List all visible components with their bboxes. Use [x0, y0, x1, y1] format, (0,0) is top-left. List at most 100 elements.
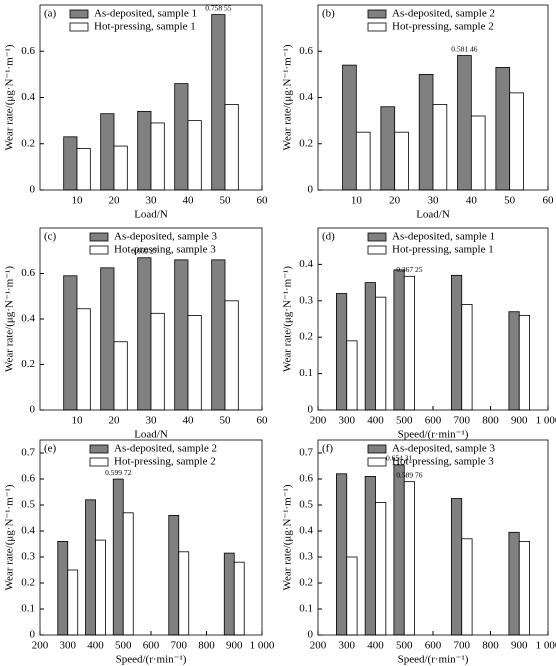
x-axis-label: Load/N — [416, 209, 450, 221]
legend-label: As-deposited, sample 3 — [114, 231, 217, 243]
y-tick-label: 0.6 — [299, 45, 313, 57]
value-label: 0.654 31 — [386, 454, 413, 463]
x-tick-label: 10 — [72, 195, 84, 207]
bar — [178, 551, 190, 636]
legend-label: Hot-pressing, sample 3 — [114, 244, 216, 256]
value-label: 0.758 55 — [205, 3, 232, 12]
bar — [76, 147, 91, 191]
bar — [137, 110, 152, 191]
bar — [461, 304, 473, 411]
y-tick-label: 0.3 — [299, 294, 313, 306]
x-tick-label: 50 — [220, 415, 232, 427]
y-tick-label: 0.6 — [299, 473, 313, 485]
x-tick-label: 40 — [466, 195, 478, 207]
bar — [355, 131, 371, 191]
y-tick-label: 0 — [308, 184, 314, 196]
bar — [508, 531, 520, 636]
x-tick-label: 400 — [367, 415, 384, 427]
x-tick-label: 600 — [425, 640, 442, 652]
bar — [112, 478, 124, 636]
bar — [76, 308, 91, 411]
x-tick-label: 1 000 — [536, 415, 556, 427]
value-label: 0.589 76 — [396, 470, 423, 479]
bar — [187, 315, 202, 411]
x-tick-label: 400 — [87, 640, 104, 652]
bar — [380, 106, 396, 191]
y-tick-label: 0 — [30, 404, 36, 416]
plot-frame — [39, 4, 263, 191]
x-tick-label: 400 — [367, 640, 384, 652]
panel-label: (e) — [44, 443, 57, 455]
x-tick-label: 500 — [396, 415, 413, 427]
x-tick-label: 20 — [389, 195, 401, 207]
bar — [346, 556, 358, 636]
legend-swatch — [69, 22, 89, 32]
y-tick-label: 0 — [30, 629, 36, 641]
x-tick-label: 1 000 — [250, 640, 275, 652]
plot-frame — [317, 227, 549, 411]
legend-label: As-deposited, sample 2 — [392, 8, 495, 20]
legend-swatch — [89, 444, 109, 454]
bar — [187, 120, 202, 191]
legend-label: As-deposited, sample 3 — [392, 443, 495, 455]
legend-swatch — [89, 245, 109, 255]
legend-label: Hot-pressing, sample 2 — [392, 21, 494, 33]
x-tick-label: 900 — [226, 640, 243, 652]
x-tick-label: 50 — [220, 195, 232, 207]
bar — [393, 269, 405, 411]
legend-swatch — [69, 9, 89, 19]
x-tick-label: 900 — [511, 640, 528, 652]
x-tick-label: 10 — [351, 195, 363, 207]
panel-label: (f) — [322, 443, 333, 455]
bar — [432, 104, 448, 191]
bar — [342, 64, 357, 191]
y-axis-label: Wear rate/(μg·N⁻¹·m⁻¹) — [4, 484, 16, 590]
x-tick-label: 500 — [115, 640, 132, 652]
y-tick-label: 0.4 — [21, 313, 35, 325]
bar — [450, 498, 463, 636]
legend-swatch — [367, 9, 387, 19]
bar — [364, 475, 376, 636]
legend-label: Hot-pressing, sample 1 — [392, 244, 494, 256]
bar — [364, 282, 376, 411]
panel-label: (a) — [44, 8, 57, 20]
bar — [418, 73, 434, 191]
y-tick-label: 0.2 — [299, 331, 313, 343]
y-tick-label: 0.6 — [21, 267, 35, 279]
x-tick-label: 60 — [543, 195, 555, 207]
x-tick-label: 300 — [339, 640, 356, 652]
x-tick-label: 20 — [109, 415, 121, 427]
bar — [113, 341, 128, 411]
bar — [67, 569, 79, 636]
legend-label: As-deposited, sample 1 — [94, 8, 197, 20]
y-tick-label: 0.2 — [21, 358, 35, 370]
x-tick-label: 40 — [183, 195, 195, 207]
x-tick-label: 700 — [454, 415, 471, 427]
legend-swatch — [89, 457, 109, 467]
bar — [509, 92, 524, 191]
legend-swatch — [367, 232, 387, 242]
bar — [518, 541, 531, 636]
x-tick-label: 200 — [310, 415, 327, 427]
x-axis-label: Speed/(r·min⁻¹) — [398, 654, 469, 666]
legend-swatch — [367, 457, 387, 467]
y-tick-label: 0.6 — [21, 45, 35, 57]
legend-swatch — [89, 232, 109, 242]
bar — [335, 293, 348, 411]
y-tick-label: 0.3 — [299, 551, 313, 563]
value-label: 0.581 46 — [451, 44, 478, 53]
bar — [63, 275, 78, 411]
plot-frame — [317, 439, 549, 636]
bar — [137, 257, 152, 411]
bar — [518, 314, 531, 411]
plot-frame — [39, 227, 263, 411]
bar — [508, 311, 520, 411]
bar — [224, 300, 239, 411]
bar — [168, 515, 180, 636]
y-tick-label: 0.3 — [21, 551, 35, 563]
panel-label: (b) — [322, 8, 335, 20]
y-axis-label: Wear rate/(μg·N⁻¹·m⁻¹) — [4, 44, 16, 150]
y-axis-label: Wear rate/(μg·N⁻¹·m⁻¹) — [282, 44, 294, 150]
bar — [95, 539, 106, 636]
legend-swatch — [367, 22, 387, 32]
